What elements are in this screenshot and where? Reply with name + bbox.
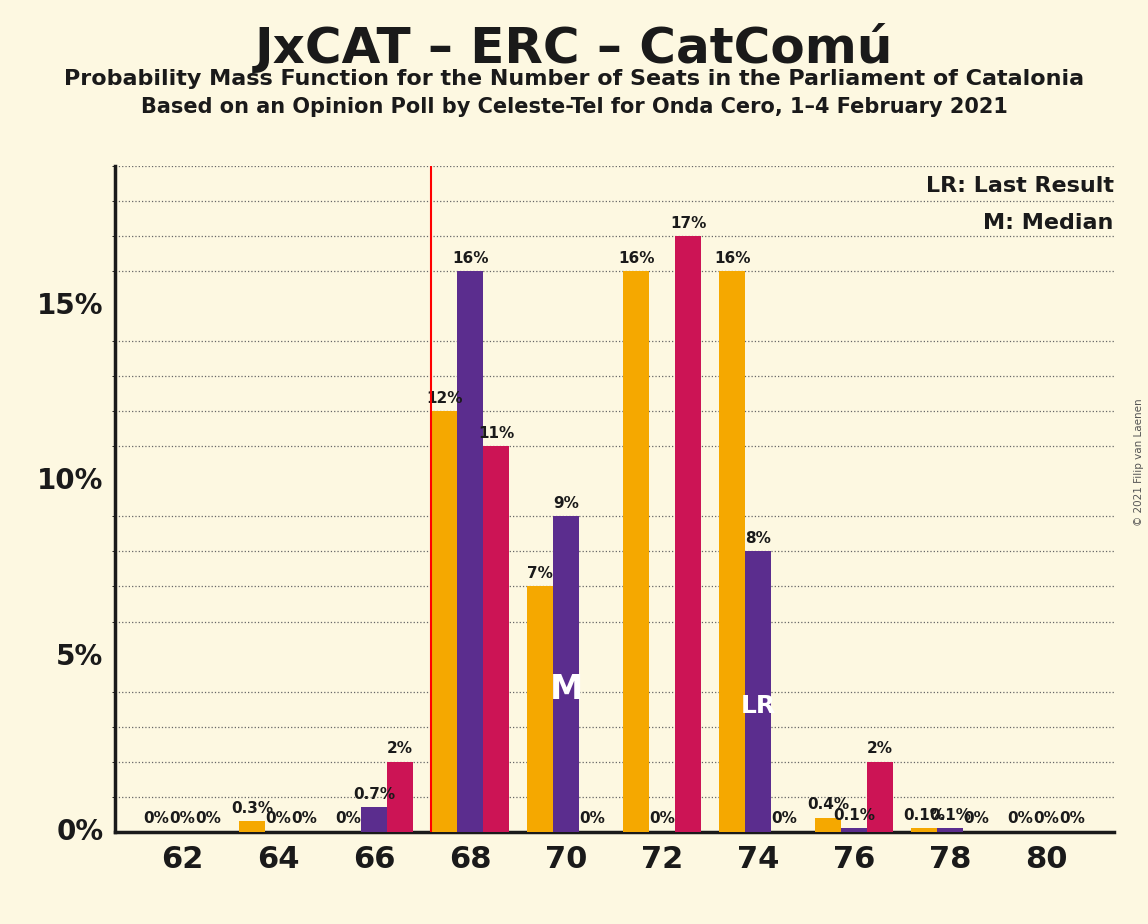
Text: 5%: 5% bbox=[56, 642, 103, 671]
Text: 0%: 0% bbox=[771, 811, 797, 826]
Text: 0.3%: 0.3% bbox=[231, 801, 273, 816]
Text: 0%: 0% bbox=[650, 811, 675, 826]
Text: 2%: 2% bbox=[387, 741, 413, 757]
Text: 10%: 10% bbox=[37, 468, 103, 495]
Text: 0%: 0% bbox=[169, 811, 195, 826]
Text: 0.1%: 0.1% bbox=[929, 808, 971, 823]
Bar bbox=[432, 411, 457, 832]
Text: 0%: 0% bbox=[56, 818, 103, 845]
Text: 8%: 8% bbox=[745, 531, 771, 546]
Text: JxCAT – ERC – CatComú: JxCAT – ERC – CatComú bbox=[255, 23, 893, 73]
Bar bbox=[867, 761, 893, 832]
Text: 16%: 16% bbox=[618, 251, 654, 266]
Bar bbox=[937, 828, 963, 832]
Text: 2%: 2% bbox=[867, 741, 893, 757]
Text: 0%: 0% bbox=[1008, 811, 1033, 826]
Bar bbox=[239, 821, 265, 832]
Text: 16%: 16% bbox=[452, 251, 488, 266]
Bar bbox=[553, 517, 579, 832]
Text: 12%: 12% bbox=[426, 391, 463, 407]
Text: Probability Mass Function for the Number of Seats in the Parliament of Catalonia: Probability Mass Function for the Number… bbox=[64, 69, 1084, 90]
Text: 0%: 0% bbox=[335, 811, 362, 826]
Text: 7%: 7% bbox=[527, 566, 553, 581]
Text: M: M bbox=[550, 674, 583, 706]
Text: 0.1%: 0.1% bbox=[833, 808, 875, 823]
Text: 0.4%: 0.4% bbox=[807, 797, 850, 812]
Text: 17%: 17% bbox=[670, 216, 706, 231]
Text: 15%: 15% bbox=[37, 292, 103, 321]
Text: © 2021 Filip van Laenen: © 2021 Filip van Laenen bbox=[1134, 398, 1143, 526]
Text: 0.7%: 0.7% bbox=[354, 787, 395, 802]
Bar bbox=[457, 272, 483, 832]
Bar bbox=[623, 272, 650, 832]
Bar bbox=[527, 587, 553, 832]
Text: 11%: 11% bbox=[478, 426, 514, 441]
Text: 0%: 0% bbox=[292, 811, 317, 826]
Text: 0%: 0% bbox=[144, 811, 169, 826]
Bar bbox=[841, 828, 867, 832]
Text: 0.1%: 0.1% bbox=[903, 808, 945, 823]
Bar bbox=[745, 552, 771, 832]
Text: Based on an Opinion Poll by Celeste-Tel for Onda Cero, 1–4 February 2021: Based on an Opinion Poll by Celeste-Tel … bbox=[140, 97, 1008, 117]
Bar bbox=[387, 761, 413, 832]
Text: LR: Last Result: LR: Last Result bbox=[925, 176, 1114, 196]
Text: LR: LR bbox=[740, 694, 776, 718]
Bar bbox=[815, 818, 841, 832]
Text: 16%: 16% bbox=[714, 251, 751, 266]
Bar bbox=[912, 828, 937, 832]
Text: 9%: 9% bbox=[553, 496, 579, 511]
Bar bbox=[720, 272, 745, 832]
Text: 0%: 0% bbox=[265, 811, 290, 826]
Text: 0%: 0% bbox=[963, 811, 990, 826]
Text: 0%: 0% bbox=[195, 811, 220, 826]
Text: M: Median: M: Median bbox=[983, 213, 1114, 233]
Text: 0%: 0% bbox=[1033, 811, 1060, 826]
Bar bbox=[483, 446, 509, 832]
Bar bbox=[675, 237, 701, 832]
Text: 0%: 0% bbox=[579, 811, 605, 826]
Text: 0%: 0% bbox=[1060, 811, 1085, 826]
Bar bbox=[362, 807, 387, 832]
